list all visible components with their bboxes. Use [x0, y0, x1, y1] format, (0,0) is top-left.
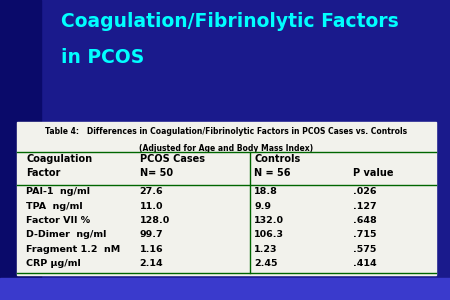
Text: 106.3: 106.3: [254, 230, 284, 239]
Text: Table 4:   Differences in Coagulation/Fibrinolytic Factors in PCOS Cases vs. Con: Table 4: Differences in Coagulation/Fibr…: [45, 128, 407, 136]
Text: 27.6: 27.6: [140, 188, 163, 196]
Text: 9.9: 9.9: [254, 202, 271, 211]
Text: .648: .648: [353, 216, 377, 225]
Text: P value: P value: [353, 168, 394, 178]
Text: 2.45: 2.45: [254, 259, 278, 268]
Text: .575: .575: [353, 244, 377, 253]
Text: Coagulation: Coagulation: [26, 154, 92, 164]
Text: N = 56: N = 56: [254, 168, 291, 178]
Text: Coagulation/Fibrinolytic Factors: Coagulation/Fibrinolytic Factors: [61, 12, 399, 31]
Text: D-Dimer  ng/ml: D-Dimer ng/ml: [26, 230, 107, 239]
Text: 18.8: 18.8: [254, 188, 278, 196]
Text: .127: .127: [353, 202, 377, 211]
Text: .414: .414: [353, 259, 377, 268]
Text: in PCOS: in PCOS: [61, 48, 144, 67]
Text: N= 50: N= 50: [140, 168, 173, 178]
Text: (Adjusted for Age and Body Mass Index): (Adjusted for Age and Body Mass Index): [140, 144, 313, 153]
Text: 128.0: 128.0: [140, 216, 170, 225]
Bar: [0, 278, 450, 300]
Text: TPA  ng/ml: TPA ng/ml: [26, 202, 83, 211]
Text: 1.23: 1.23: [254, 244, 278, 253]
Text: PAI-1  ng/ml: PAI-1 ng/ml: [26, 188, 90, 196]
Text: Controls: Controls: [254, 154, 301, 164]
Text: 99.7: 99.7: [140, 230, 163, 239]
Text: 2.14: 2.14: [140, 259, 163, 268]
Text: 132.0: 132.0: [254, 216, 284, 225]
Bar: [0, 0, 40, 300]
Text: .715: .715: [353, 230, 377, 239]
Text: PCOS Cases: PCOS Cases: [140, 154, 204, 164]
Text: Factor: Factor: [26, 168, 60, 178]
Text: 1.16: 1.16: [140, 244, 163, 253]
Text: CRP μg/ml: CRP μg/ml: [26, 259, 81, 268]
Text: .026: .026: [353, 188, 377, 196]
Text: 11.0: 11.0: [140, 202, 163, 211]
Text: Factor VII %: Factor VII %: [26, 216, 90, 225]
Bar: [17, 122, 436, 274]
Text: Fragment 1.2  nM: Fragment 1.2 nM: [26, 244, 120, 253]
